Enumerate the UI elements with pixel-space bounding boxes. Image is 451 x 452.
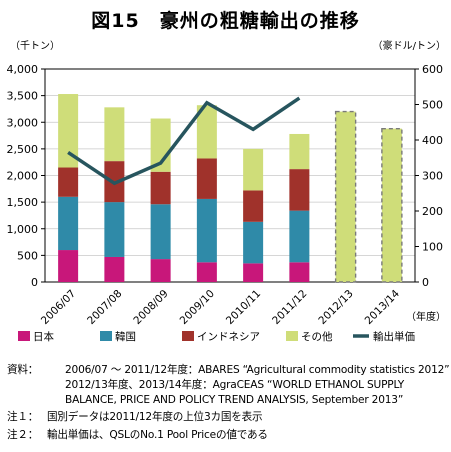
left-tick-label: 3,000: [7, 116, 39, 129]
left-tick-label: 1,500: [7, 196, 39, 209]
bar-segment: [243, 221, 264, 264]
bar-segment: [243, 263, 264, 282]
bar-segment: [381, 127, 403, 283]
bar-segment: [289, 133, 310, 170]
bar-segment: [150, 204, 171, 260]
right-tick-label: 600: [422, 63, 443, 76]
right-tick-label: 500: [422, 99, 443, 112]
x-axis-label: （年度）: [406, 310, 446, 323]
note-text: BALANCE, PRICE AND POLICY TREND ANALYSIS…: [65, 394, 404, 406]
x-tick-label: 2012/13: [316, 288, 355, 327]
legend-swatch: [286, 331, 298, 341]
right-tick-label: 400: [422, 134, 443, 147]
right-axis-unit-label: （豪ドル/トン）: [373, 39, 446, 52]
right-tick-label: 300: [422, 170, 443, 183]
bar-segment: [289, 210, 310, 263]
note-1: 注１： 国別データは2011/12年度の上位3カ国を表示: [7, 410, 263, 424]
left-tick-label: 2,500: [7, 143, 39, 156]
bar-segment: [58, 196, 79, 251]
legend-label: 日本: [33, 330, 54, 343]
bar-segment: [196, 105, 217, 159]
legend-label: 韓国: [115, 331, 136, 343]
legend-label: 輸出単価: [373, 330, 415, 343]
note-label: 資料：: [7, 364, 39, 376]
note-text: 2006/07 ～ 2011/12年度：ABARES “Agricultural…: [65, 364, 450, 376]
bar-segment: [196, 262, 217, 282]
note-text: 国別データは2011/12年度の上位3カ国を表示: [47, 411, 263, 423]
bar-segment: [104, 107, 125, 162]
note-2: 注２： 輸出単価は、QSLのNo.1 Pool Priceの値である: [7, 428, 268, 442]
left-tick-label: 1,000: [7, 223, 39, 236]
x-tick-label: 2006/07: [39, 288, 78, 327]
legend-swatch: [100, 331, 112, 341]
bar-segment: [334, 110, 357, 283]
x-tick-label: 2008/09: [131, 288, 170, 327]
x-tick-label: 2007/08: [85, 288, 124, 327]
x-tick-label: 2011/12: [270, 288, 309, 327]
note-source-line-1: 資料： 2006/07 ～ 2011/12年度：ABARES “Agricultu…: [7, 363, 450, 377]
right-tick-label: 100: [422, 241, 443, 254]
bar-segment: [150, 259, 171, 282]
plot-frame: [44, 68, 416, 283]
legend-label: その他: [301, 330, 333, 343]
chart-area: （千トン） （豪ドル/トン） 0 500 1,000 1,500 2,000 2,500 3,0…: [7, 39, 447, 343]
bar-segment: [243, 148, 264, 191]
left-tick-label: 500: [17, 249, 38, 262]
bar-segment: [104, 256, 125, 282]
legend-label: インドネシア: [197, 331, 260, 343]
left-axis-unit-label: （千トン）: [10, 40, 60, 52]
note-text: 2012/13年度、2013/14年度：AgraCEAS “WORLD ETHA…: [65, 379, 405, 391]
x-tick-label: 2009/10: [178, 288, 217, 327]
bar-segment: [150, 171, 171, 205]
right-tick-label: 200: [422, 205, 443, 218]
right-tick-label: 0: [422, 276, 429, 289]
note-source-line-2: 2012/13年度、2013/14年度：AgraCEAS “WORLD ETHA…: [7, 378, 404, 392]
left-tick-label: 0: [31, 276, 38, 289]
bar-segment: [243, 190, 264, 222]
left-tick-label: 2,000: [7, 170, 39, 183]
bar-segment: [104, 202, 125, 257]
note-label: 注１：: [7, 411, 39, 423]
bar-segment: [58, 94, 79, 168]
note-label: 注２：: [7, 429, 39, 441]
note-source-line-3: BALANCE, PRICE AND POLICY TREND ANALYSIS…: [7, 393, 403, 407]
legend-swatch: [18, 331, 30, 341]
bar-segment: [58, 250, 79, 282]
legend-swatch: [182, 331, 194, 341]
bar-segment: [58, 167, 79, 197]
price-line: [67, 96, 301, 186]
bar-segment: [289, 262, 310, 282]
x-tick-label: 2010/11: [224, 288, 263, 327]
bar-segment: [196, 158, 217, 199]
chart-title: 図15 豪州の粗糖輸出の推移: [91, 10, 360, 32]
bar-segment: [289, 169, 310, 211]
left-tick-label: 4,000: [7, 63, 39, 76]
note-text: 輸出単価は、QSLのNo.1 Pool Priceの値である: [47, 429, 268, 441]
bar-segment: [196, 198, 217, 263]
left-tick-label: 3,500: [7, 90, 39, 103]
x-tick-label: 2013/14: [363, 287, 403, 327]
